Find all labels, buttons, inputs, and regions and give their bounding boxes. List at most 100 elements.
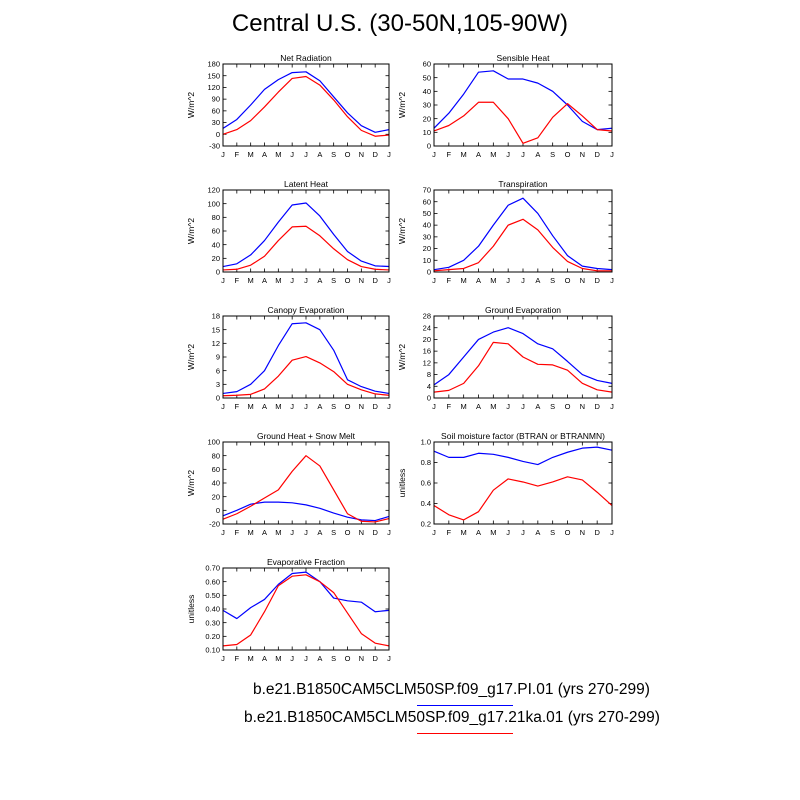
y-tick-label: 20 [212,492,220,501]
x-tick-label: M [248,528,254,537]
x-tick-label: J [506,528,510,537]
x-tick-label: O [345,402,351,411]
x-tick-label: A [317,654,322,663]
series-line [222,71,390,133]
y-tick-label: 3 [216,380,220,389]
x-tick-label: J [521,402,525,411]
x-tick-label: J [506,150,510,159]
series-line [222,225,390,271]
x-tick-label: S [550,528,555,537]
y-tick-label: 20 [423,114,431,123]
y-tick-label: 0.70 [205,564,220,573]
y-tick-label: 0.6 [421,479,431,488]
x-tick-label: A [535,150,540,159]
series-line [222,574,390,647]
y-tick-label: 10 [423,256,431,265]
y-axis-label: W/m^2 [397,344,407,370]
x-tick-label: A [262,528,267,537]
y-tick-label: 40 [423,87,431,96]
x-tick-label: J [304,276,308,285]
y-tick-label: 30 [423,101,431,110]
series-line [222,322,390,395]
series-line [433,101,613,144]
x-tick-label: D [372,528,378,537]
x-tick-label: J [221,654,225,663]
y-tick-label: 28 [423,312,431,321]
x-tick-label: J [387,402,391,411]
legend-label-21ka: b.e21.B1850CAM5CLM50SP.f09_g17.21ka.01 (… [244,709,660,726]
legend-line-21ka [417,733,513,734]
plot-frame [433,189,613,273]
panel-title: Soil moisture factor (BTRAN or BTRANMN) [441,431,605,441]
x-tick-label: J [304,528,308,537]
x-tick-label: S [550,402,555,411]
x-tick-label: J [387,654,391,663]
series-line [433,70,613,131]
y-tick-label: 12 [423,358,431,367]
y-tick-label: 80 [212,451,220,460]
x-tick-label: M [275,276,281,285]
y-axis-label: W/m^2 [186,344,196,370]
y-tick-label: 0.2 [421,520,431,529]
y-tick-label: 4 [427,382,431,391]
y-tick-label: 80 [212,213,220,222]
x-tick-label: J [506,276,510,285]
x-tick-label: J [387,528,391,537]
x-tick-label: N [359,528,364,537]
x-tick-label: O [345,528,351,537]
series-line [433,197,613,271]
x-tick-label: J [221,402,225,411]
x-tick-label: A [535,402,540,411]
x-tick-label: J [304,402,308,411]
ground-heat-snow-melt-panel: Ground Heat + Snow Melt W/m^2 -20 0 20 40 60 80… [186,431,391,537]
y-tick-label: 0.10 [205,646,220,655]
x-tick-label: M [490,528,496,537]
panel-title: Transpiration [498,179,548,189]
x-tick-label: D [594,150,600,159]
x-tick-label: J [506,402,510,411]
x-tick-label: J [221,528,225,537]
y-tick-label: 20 [212,254,220,263]
x-tick-label: M [248,402,254,411]
x-tick-label: O [345,276,351,285]
y-tick-label: 100 [207,438,220,447]
y-tick-label: 50 [423,209,431,218]
plot-frame [222,189,390,273]
x-tick-label: O [345,150,351,159]
panel-title: Ground Heat + Snow Melt [257,431,356,441]
y-tick-label: 70 [423,186,431,195]
series-line [433,341,613,393]
plot-frame [222,315,390,399]
x-tick-label: A [317,528,322,537]
figure-title: Central U.S. (30-50N,105-90W) [231,10,569,37]
x-tick-label: A [317,402,322,411]
x-tick-label: F [235,402,240,411]
x-tick-label: M [490,150,496,159]
y-tick-label: 8 [427,370,431,379]
x-tick-label: F [235,150,240,159]
legend-label-pi: b.e21.B1850CAM5CLM50SP.f09_g17.PI.01 (yr… [253,681,650,698]
plot-frame [222,441,390,525]
x-tick-label: M [248,654,254,663]
y-tick-label: 18 [212,312,220,321]
x-tick-label: M [275,528,281,537]
x-tick-label: J [521,150,525,159]
series-line [433,218,612,272]
x-tick-label: N [580,528,585,537]
y-tick-label: 40 [212,479,220,488]
y-tick-label: 180 [207,60,220,69]
x-tick-label: M [275,402,281,411]
y-tick-label: 0.20 [205,632,220,641]
x-tick-label: A [476,150,481,159]
x-tick-label: N [580,150,585,159]
plot-frame [433,441,613,525]
y-tick-label: 0 [427,142,431,151]
y-tick-label: 60 [212,106,220,115]
series-line [433,446,613,466]
panel-title: Sensible Heat [497,53,551,63]
x-tick-label: A [317,150,322,159]
